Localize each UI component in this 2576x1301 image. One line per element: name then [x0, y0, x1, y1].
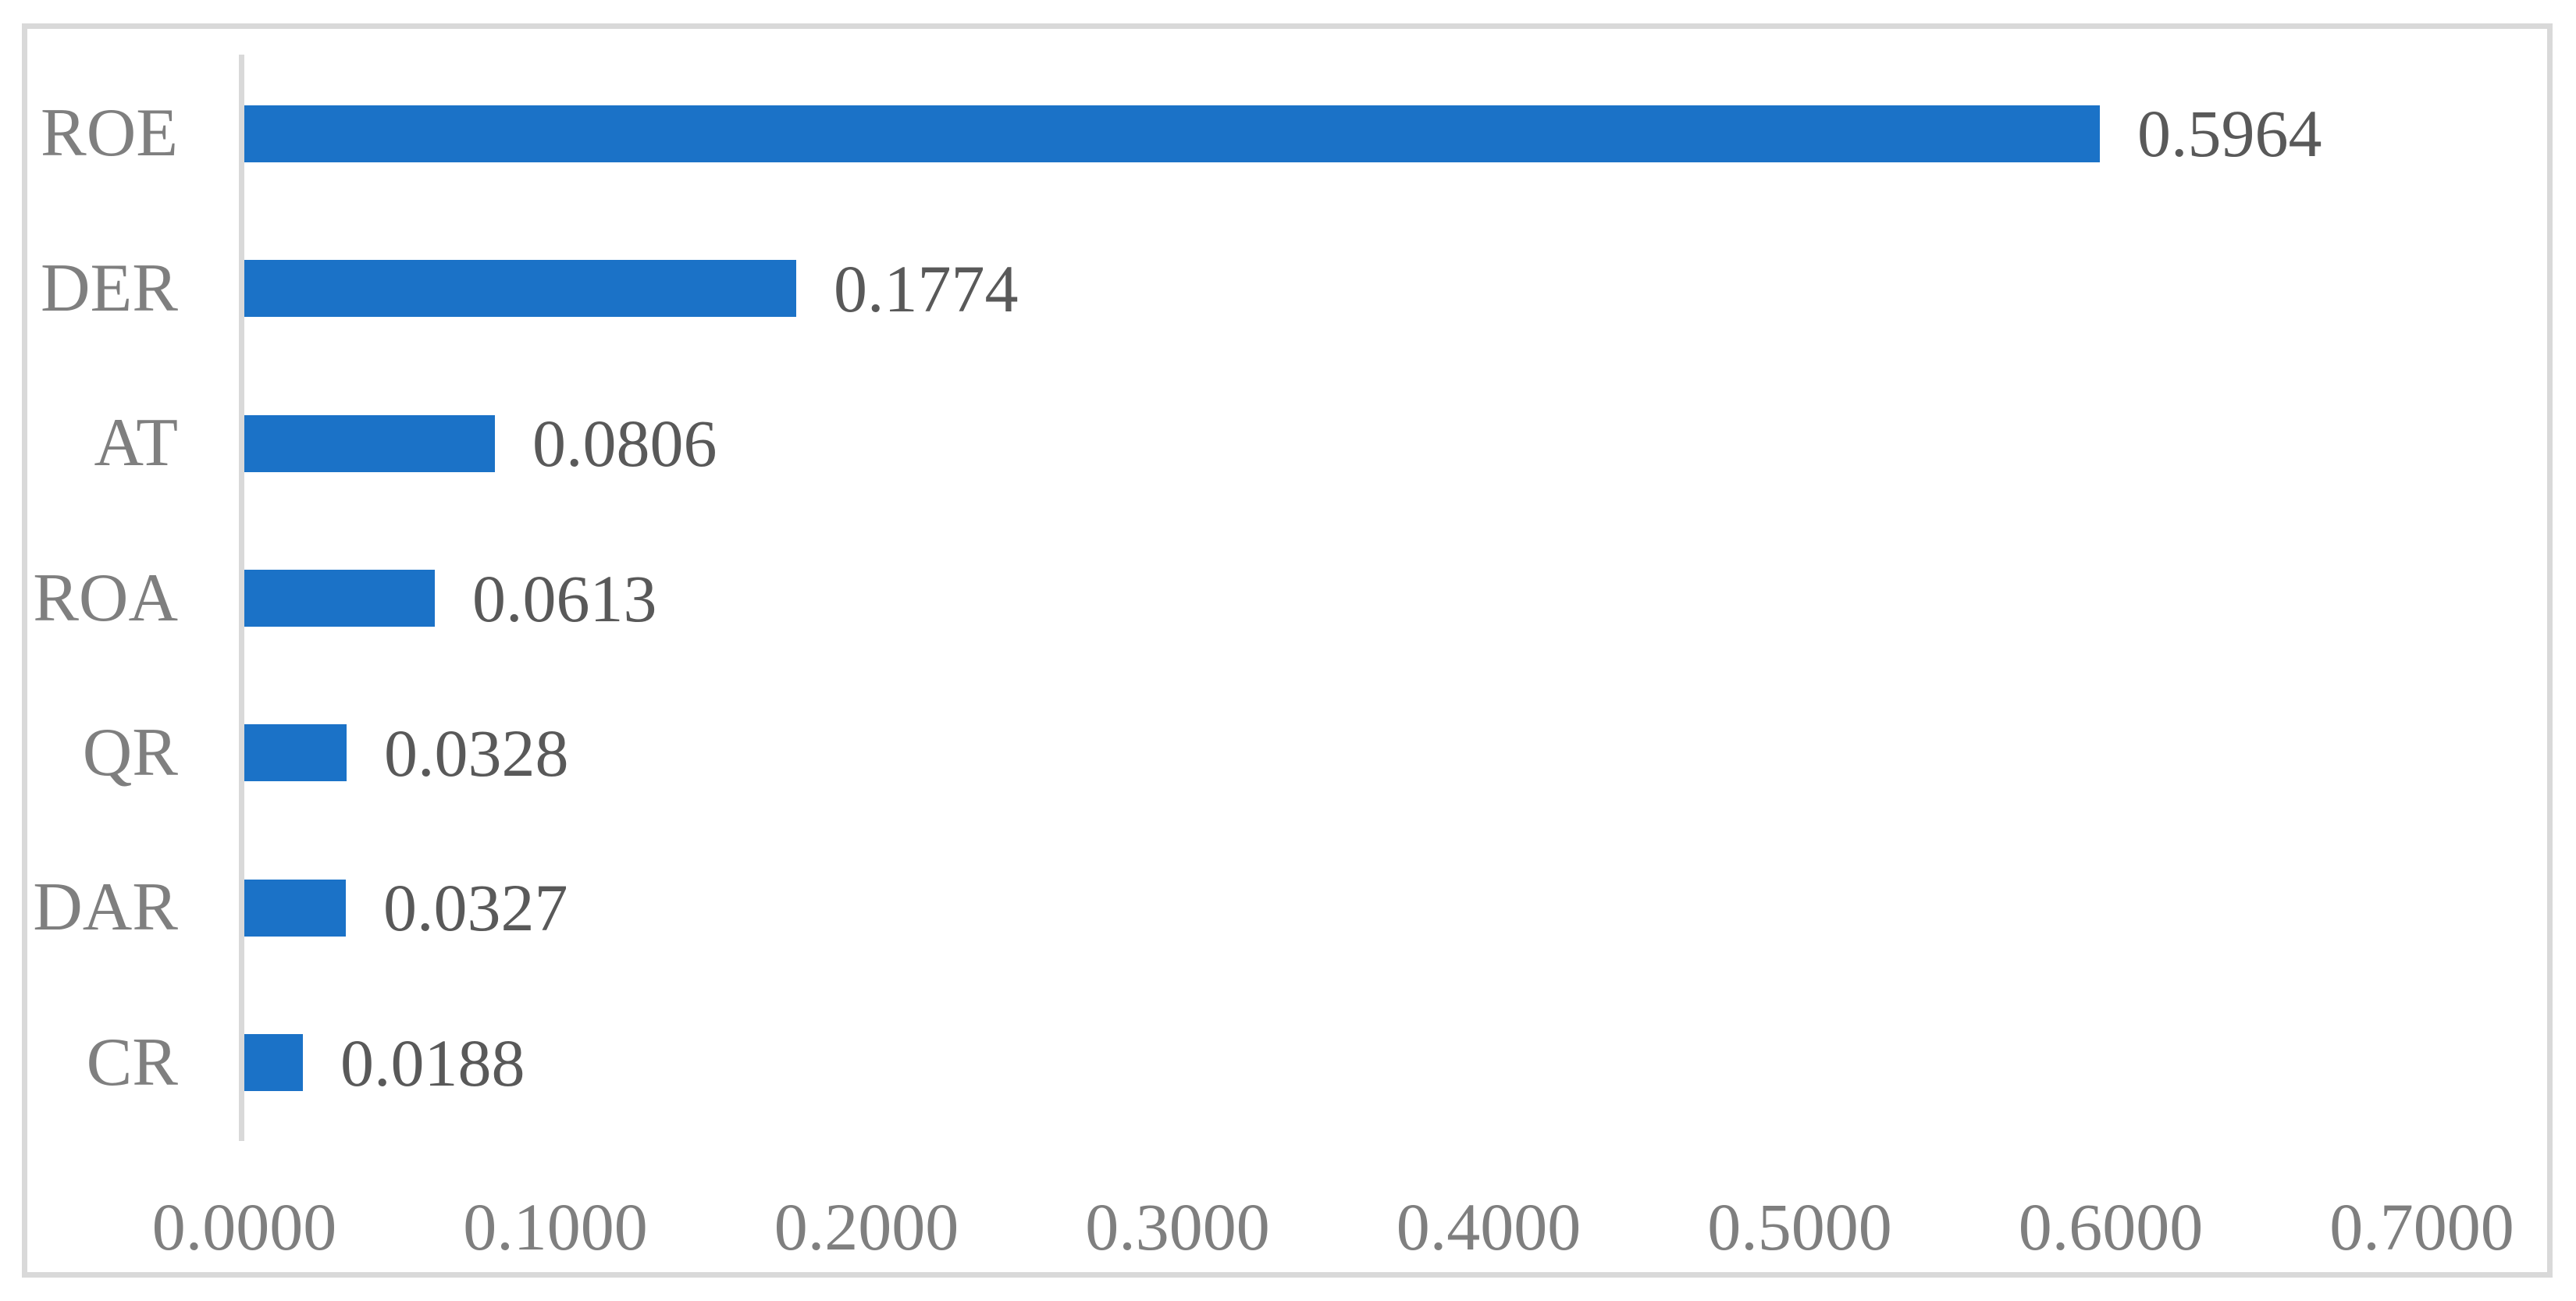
value-label-roe: 0.5964 [2137, 96, 2322, 172]
bar-at [244, 415, 495, 472]
x-tick-label-0.2000: 0.2000 [774, 1189, 959, 1264]
value-label-qr: 0.0328 [384, 715, 569, 791]
bar-dar [244, 880, 346, 937]
bar-roa [244, 570, 435, 627]
category-label-at: AT [94, 405, 178, 482]
x-tick-label-0.5000: 0.5000 [1707, 1189, 1892, 1264]
category-label-dar: DAR [33, 869, 178, 946]
x-tick-label-0.1000: 0.1000 [463, 1189, 648, 1264]
category-axis-line [239, 55, 244, 1141]
value-label-roa: 0.0613 [472, 560, 657, 636]
category-label-qr: QR [82, 714, 178, 791]
x-tick-label-0.0000: 0.0000 [151, 1189, 337, 1264]
category-label-roe: ROE [41, 95, 178, 172]
bar-der [244, 260, 796, 317]
x-tick-label-0.6000: 0.6000 [2018, 1189, 2204, 1264]
x-tick-label-0.7000: 0.7000 [2329, 1189, 2514, 1264]
chart-frame [22, 23, 2553, 1278]
x-tick-label-0.4000: 0.4000 [1396, 1189, 1582, 1264]
category-label-roa: ROA [33, 560, 178, 636]
bar-cr [244, 1034, 303, 1091]
bar-roe [244, 105, 2100, 162]
x-tick-label-0.3000: 0.3000 [1085, 1189, 1270, 1264]
category-label-der: DER [41, 250, 178, 326]
category-label-cr: CR [86, 1024, 178, 1100]
value-label-at: 0.0806 [532, 406, 717, 482]
value-label-cr: 0.0188 [340, 1025, 525, 1100]
value-label-der: 0.1774 [834, 251, 1019, 326]
bar-qr [244, 724, 347, 781]
value-label-dar: 0.0327 [383, 870, 568, 946]
